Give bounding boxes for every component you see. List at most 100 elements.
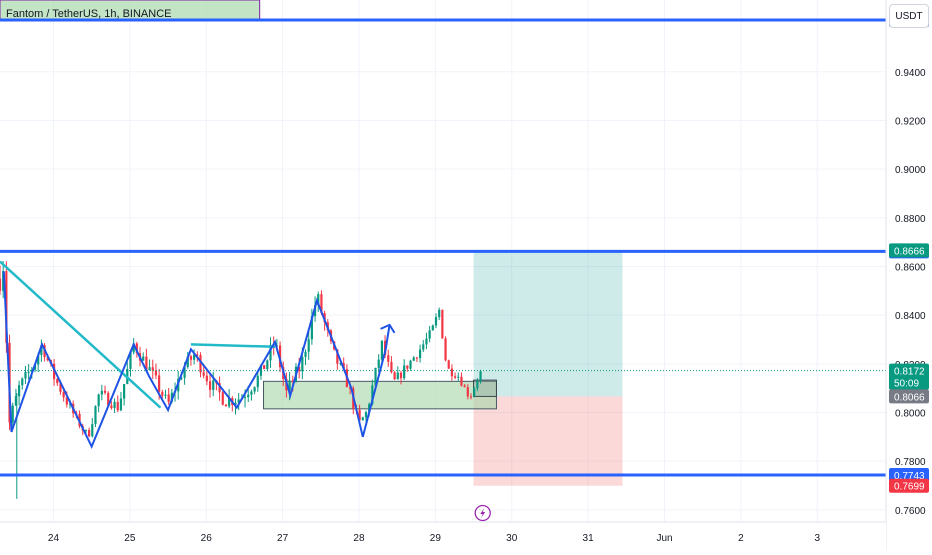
price-axis-bg — [886, 0, 932, 550]
candle-body — [164, 394, 167, 396]
candle-body — [469, 396, 473, 398]
time-tick-label: 27 — [277, 533, 289, 544]
candle-body — [412, 357, 415, 361]
candle-body — [97, 394, 100, 407]
price-tick-label: 0.8400 — [895, 311, 926, 322]
time-axis: 24 25 26 27 28 29 30 31 Jun 2 3 — [0, 521, 886, 550]
candle-body — [27, 371, 30, 373]
time-tick-label: 25 — [124, 533, 136, 544]
candle-body — [196, 354, 199, 356]
candle-body — [94, 406, 97, 425]
candle-body — [336, 349, 339, 364]
candle-body — [135, 343, 138, 354]
position-stop-zone — [473, 396, 623, 486]
candle-body — [154, 370, 158, 376]
candle-body — [103, 390, 107, 393]
position-target-zone — [473, 250, 623, 397]
candle-body — [380, 340, 383, 360]
candles — [0, 261, 482, 499]
arrow-head — [380, 323, 396, 334]
candle-body — [291, 380, 294, 382]
zigzag-pattern-line — [2, 271, 391, 450]
candle-body — [37, 355, 40, 365]
countdown-label: 50:09 — [894, 379, 919, 390]
candle-body — [288, 380, 291, 391]
candle-body — [266, 360, 269, 370]
candle-body — [387, 355, 390, 362]
candle-body — [447, 360, 450, 369]
candle-body — [269, 344, 272, 361]
candle-body — [24, 371, 27, 379]
candle-body — [21, 378, 24, 386]
time-tick-label: 28 — [353, 533, 365, 544]
candle-body — [393, 372, 396, 380]
candle-body — [2, 271, 5, 291]
candle-body — [228, 398, 231, 407]
candle-body — [110, 405, 113, 409]
candle-body — [56, 379, 59, 384]
level-price-label: 0.7743 — [894, 471, 925, 482]
candle-body — [129, 352, 132, 369]
candle-body — [473, 388, 476, 397]
candle-body — [463, 385, 466, 388]
candle-body — [132, 343, 135, 353]
candle-body — [307, 339, 310, 352]
candle-body — [205, 375, 208, 382]
candle-body — [40, 345, 43, 356]
time-axis-bg — [0, 522, 886, 550]
candle-body — [158, 375, 161, 392]
support-zone — [263, 380, 497, 410]
candle-body — [348, 387, 352, 389]
price-tick-label: 0.8600 — [895, 262, 926, 273]
candle-body — [371, 385, 374, 405]
candle-body — [100, 390, 103, 395]
candle-body — [358, 409, 361, 421]
candle-body — [374, 368, 377, 386]
price-tag-label: 0.8172 — [894, 367, 925, 378]
trend-line — [190, 343, 276, 349]
candle-body — [247, 394, 250, 398]
candle-body — [17, 385, 21, 397]
price-tag-label: 0.7699 — [894, 482, 925, 493]
price-tick-label: 0.7600 — [895, 506, 926, 517]
candle-body — [460, 376, 463, 386]
price-tag-label: 0.8666 — [894, 246, 925, 257]
price-axis: 0.76000.78000.80000.82000.84000.86000.88… — [885, 0, 932, 550]
candle-body — [88, 430, 91, 437]
candle-body — [65, 397, 68, 405]
candle-body — [151, 367, 154, 371]
candle-body — [298, 366, 301, 372]
candle-body — [415, 357, 419, 359]
candle-body — [84, 430, 88, 432]
candle-body — [368, 404, 371, 413]
candle-body — [145, 356, 148, 371]
currency-unit-button[interactable]: USDT — [889, 4, 929, 28]
candle-body — [453, 376, 457, 378]
candle-body — [441, 309, 444, 339]
time-tick-label: 29 — [430, 533, 442, 544]
candle-body — [399, 372, 403, 379]
price-tick-label: 0.8000 — [895, 408, 926, 419]
candle-body — [422, 344, 425, 350]
entry-box — [473, 379, 497, 397]
candle-body — [418, 349, 422, 359]
price-tag — [889, 243, 929, 258]
lightning-icon — [480, 508, 486, 518]
candle-body — [193, 354, 196, 360]
candle-body — [224, 404, 228, 407]
candle-body — [409, 360, 412, 369]
time-tick-label: 2 — [738, 533, 744, 544]
candle-body — [148, 367, 151, 371]
candle-body — [113, 401, 116, 409]
candle-body — [59, 383, 62, 392]
candle-body — [167, 394, 170, 402]
candle-body — [14, 396, 18, 406]
price-tick-label: 0.8800 — [895, 214, 926, 225]
time-tick-label: 30 — [506, 533, 518, 544]
time-tick-label: 31 — [583, 533, 595, 544]
candle-body — [107, 392, 110, 406]
candle-body — [250, 391, 253, 395]
candle-body — [364, 412, 368, 418]
